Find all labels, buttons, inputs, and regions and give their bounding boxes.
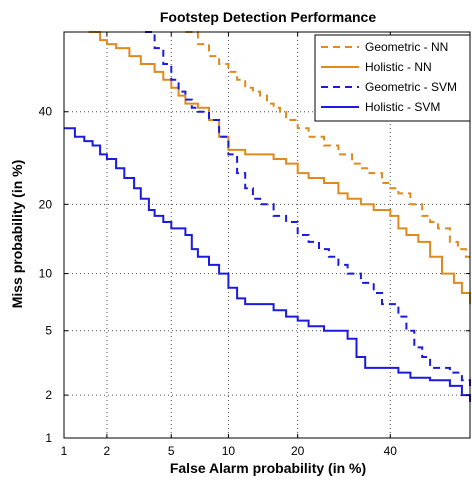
- series-line-geometric-nn: [185, 31, 470, 258]
- y-tick-label: 2: [45, 388, 52, 402]
- x-tick-label: 2: [104, 444, 111, 458]
- legend: Geometric - NN Holistic - NN Geometric - S…: [314, 34, 471, 122]
- legend-label: Geometric - NN: [365, 40, 448, 54]
- x-axis-label: False Alarm probability (in %): [170, 460, 366, 476]
- series-layer: [64, 31, 471, 402]
- legend-label: Holistic - NN: [365, 60, 432, 74]
- legend-label: Geometric - SVM: [365, 80, 457, 94]
- legend-label: Holistic - SVM: [365, 100, 440, 114]
- y-tick-label: 10: [39, 267, 53, 281]
- ticks: 1 2 5 10 20 40 1 2 5 10 20 40: [39, 32, 470, 458]
- y-tick-label: 20: [39, 197, 53, 211]
- y-tick-label: 5: [45, 324, 52, 338]
- series-line-holistic-svm: [64, 127, 471, 402]
- y-tick-label: 1: [45, 431, 52, 445]
- plot-frame: [63, 31, 471, 439]
- chart-title: Footstep Detection Performance: [160, 9, 376, 25]
- x-tick-label: 40: [384, 444, 398, 458]
- y-axis-label: Miss probability (in %): [9, 160, 25, 309]
- x-tick-label: 5: [168, 444, 175, 458]
- series-line-holistic-nn: [88, 31, 471, 305]
- x-tick-label: 10: [222, 444, 236, 458]
- x-tick-label: 1: [61, 444, 68, 458]
- y-tick-label: 40: [39, 105, 53, 119]
- x-tick-label: 20: [291, 444, 305, 458]
- legend-box: [314, 34, 471, 122]
- series-line-geometric-svm: [145, 31, 471, 389]
